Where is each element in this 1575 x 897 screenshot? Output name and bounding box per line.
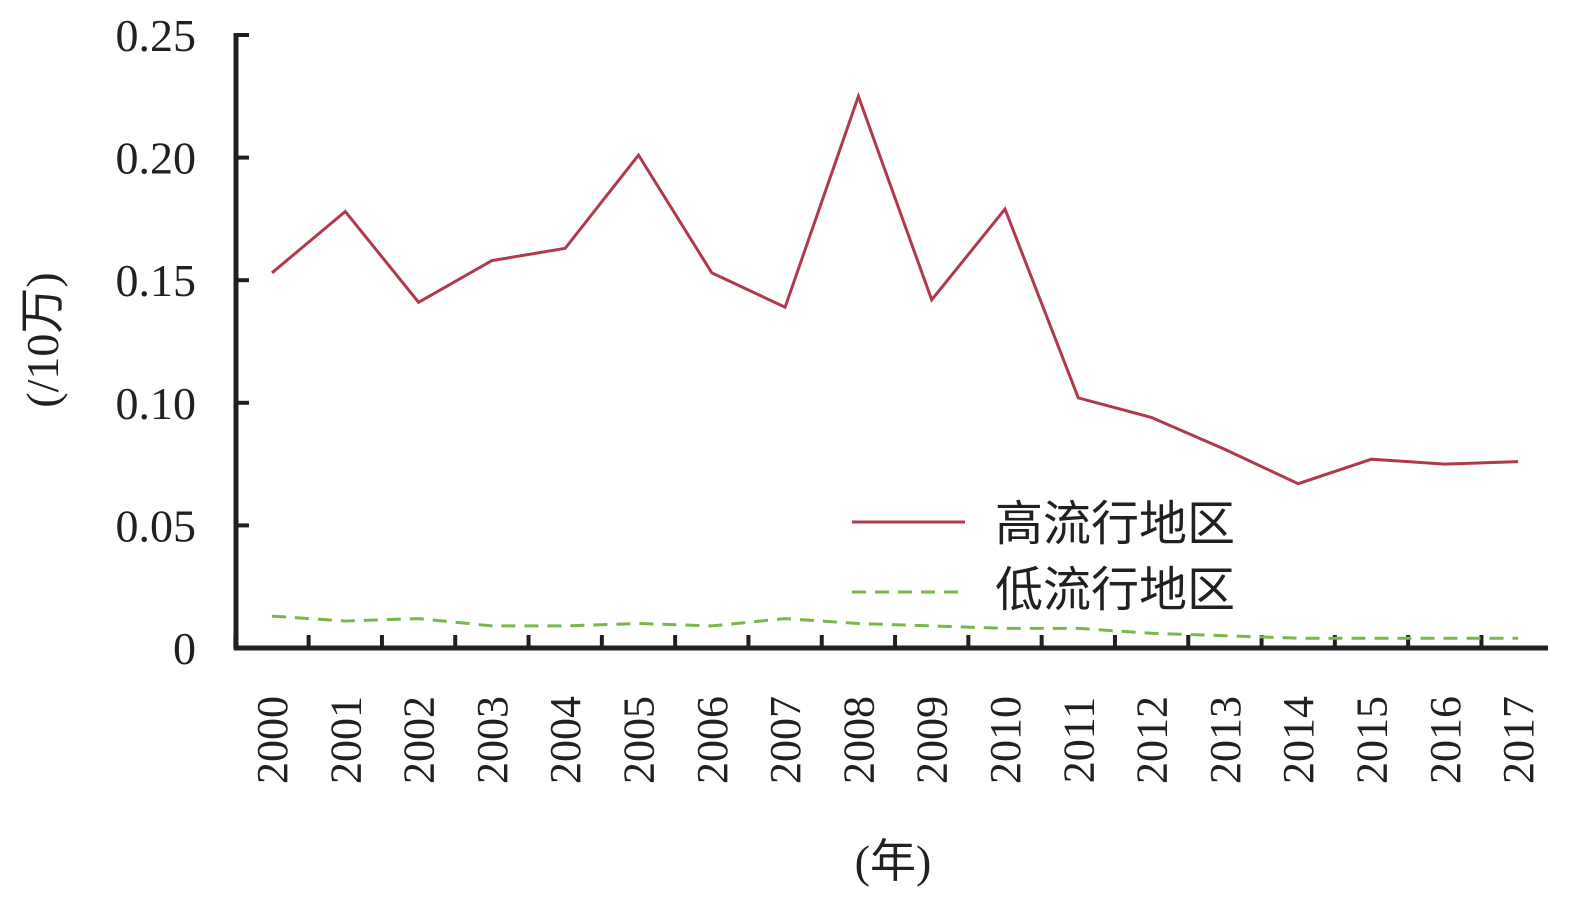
y-ticks: 0 0.05 0.10 0.15 0.20 0.25: [116, 10, 249, 674]
x-tick-label: 2003: [468, 696, 517, 784]
y-axis-title: (/10万): [17, 272, 68, 407]
x-tick-label: 2010: [981, 696, 1030, 784]
series-line-high: [271, 91, 1519, 486]
x-tick-label: 2000: [248, 696, 297, 784]
x-tick-label: 2017: [1494, 696, 1543, 784]
x-tick-label: 2011: [1054, 697, 1103, 783]
y-tick-label: 0.10: [116, 378, 197, 429]
y-tick-label: 0.20: [116, 133, 197, 184]
y-tick-label: 0.25: [116, 10, 197, 61]
x-tick-label: 2006: [688, 696, 737, 784]
x-tick-label: 2002: [395, 696, 444, 784]
x-ticks: 2000 2001 2002 2003 2004 2005 2006 2007 2008 2009…: [233, 635, 1543, 784]
y-tick-label: 0.15: [116, 255, 197, 306]
legend-label-low: 低流行地区: [995, 564, 1235, 617]
x-tick-label: 2012: [1128, 696, 1177, 784]
x-tick-label: 2009: [908, 696, 957, 784]
x-tick-label: 2008: [834, 696, 883, 784]
x-tick-label: 2004: [541, 696, 590, 784]
legend-label-high: 高流行地区: [995, 498, 1235, 551]
x-tick-label: 2015: [1348, 696, 1397, 784]
x-tick-label: 2005: [615, 696, 664, 784]
series-line-low: [271, 614, 1519, 640]
x-tick-label: 2014: [1274, 696, 1323, 784]
x-tick-label: 2001: [321, 696, 370, 784]
x-axis-title: (年): [855, 836, 932, 887]
x-tick-label: 2016: [1421, 696, 1470, 784]
x-tick-label: 2007: [761, 696, 810, 784]
x-tick-label: 2013: [1201, 696, 1250, 784]
y-tick-label: 0: [173, 623, 196, 674]
series-layer: [271, 91, 1519, 640]
axes: [233, 33, 1548, 651]
y-tick-label: 0.05: [116, 500, 197, 551]
legend: 高流行地区 低流行地区: [852, 498, 1235, 617]
